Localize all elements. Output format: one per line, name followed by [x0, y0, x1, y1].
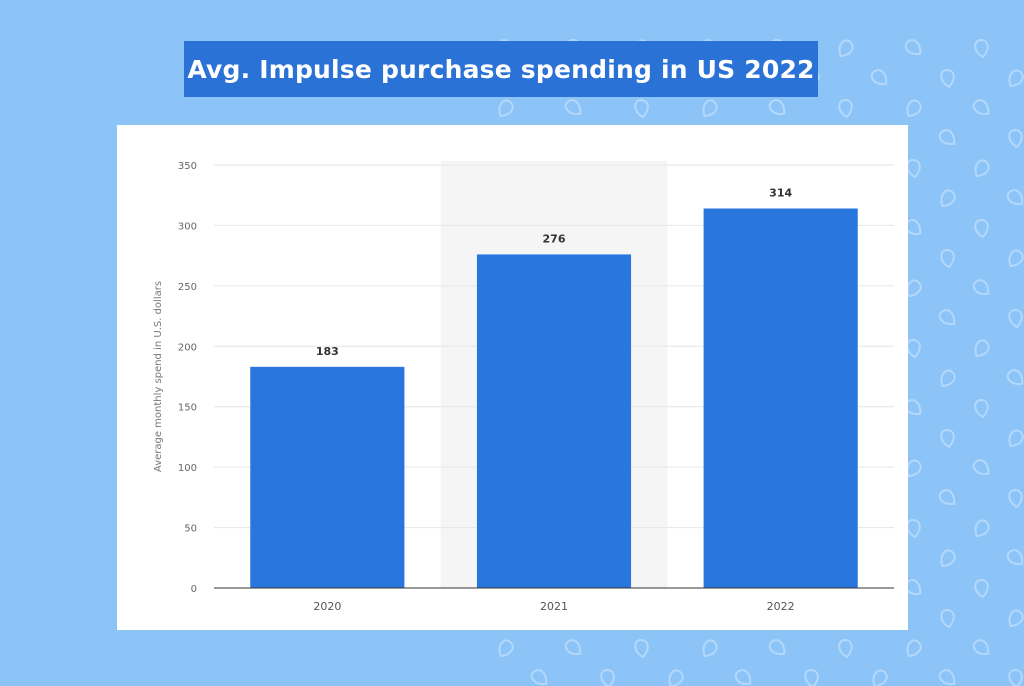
pattern-shape — [564, 639, 582, 656]
pattern-shape — [498, 99, 514, 118]
pattern-shape — [940, 369, 956, 388]
pattern-shape — [972, 99, 990, 116]
pattern-shape — [1008, 488, 1023, 509]
pattern-shape — [768, 639, 786, 656]
y-tick-label: 100 — [178, 463, 197, 474]
pattern-shape — [1006, 549, 1024, 566]
pattern-shape — [940, 428, 955, 449]
y-tick-label: 200 — [178, 342, 197, 353]
pattern-shape — [1008, 429, 1024, 448]
pattern-shape — [938, 489, 956, 506]
page-title: Avg. Impulse purchase spending in US 202… — [184, 41, 818, 97]
pattern-shape — [974, 159, 990, 178]
data-label-2022: 314 — [769, 187, 792, 200]
pattern-shape — [1006, 369, 1024, 386]
pattern-shape — [1006, 189, 1024, 206]
pattern-shape — [634, 98, 649, 119]
pattern-shape — [1008, 128, 1023, 149]
x-tick-label-2022: 2022 — [767, 600, 795, 613]
pattern-shape — [1008, 609, 1024, 628]
data-label-2020: 183 — [316, 345, 339, 358]
pattern-shape — [668, 669, 684, 686]
y-tick-label: 250 — [178, 282, 197, 293]
pattern-shape — [1008, 668, 1023, 686]
y-tick-label: 300 — [178, 221, 197, 232]
pattern-shape — [530, 669, 548, 686]
pattern-shape — [906, 518, 921, 539]
pattern-shape — [974, 339, 990, 358]
pattern-shape — [872, 669, 888, 686]
pattern-shape — [1008, 308, 1023, 329]
pattern-shape — [974, 398, 989, 419]
pattern-shape — [600, 668, 615, 686]
pattern-shape — [906, 99, 922, 118]
pattern-shape — [804, 668, 819, 686]
pattern-shape — [498, 639, 514, 658]
pattern-shape — [906, 338, 921, 359]
bar-2020 — [250, 366, 405, 588]
pattern-shape — [940, 608, 955, 629]
y-tick-label: 0 — [191, 584, 197, 595]
pattern-shape — [906, 279, 922, 298]
pattern-shape — [906, 459, 922, 478]
pattern-shape — [702, 639, 718, 658]
pattern-shape — [938, 309, 956, 326]
x-tick-label-2020: 2020 — [313, 600, 341, 613]
pattern-shape — [734, 669, 752, 686]
pattern-shape — [940, 549, 956, 568]
pattern-shape — [838, 98, 853, 119]
pattern-shape — [838, 638, 853, 659]
chart-card: 0 50 100 150 200 250 300 350 183 2020 276 2021 314 20… — [117, 125, 908, 630]
pattern-shape — [938, 669, 956, 686]
pattern-shape — [974, 519, 990, 538]
pattern-shape — [1008, 69, 1024, 88]
pattern-shape — [974, 38, 989, 59]
data-label-2021: 276 — [543, 232, 566, 245]
pattern-shape — [972, 459, 990, 476]
y-axis-label: Average monthly spend in U.S. dollars — [153, 281, 164, 472]
pattern-shape — [768, 99, 786, 116]
bar-chart: 0 50 100 150 200 250 300 350 183 2020 276 2021 314 20… — [153, 161, 894, 613]
bar-2022 — [703, 208, 858, 588]
pattern-shape — [940, 68, 955, 89]
y-tick-label: 350 — [178, 161, 197, 172]
pattern-shape — [940, 189, 956, 208]
pattern-shape — [870, 69, 888, 86]
pattern-shape — [974, 578, 989, 599]
pattern-shape — [938, 129, 956, 146]
pattern-shape — [1008, 249, 1024, 268]
y-tick-label: 150 — [178, 403, 197, 414]
pattern-shape — [838, 39, 854, 58]
pattern-shape — [564, 99, 582, 116]
pattern-shape — [972, 639, 990, 656]
pattern-shape — [906, 639, 922, 658]
pattern-shape — [634, 638, 649, 659]
pattern-shape — [702, 99, 718, 118]
bar-2021 — [476, 254, 632, 589]
x-tick-label-2021: 2021 — [540, 600, 568, 613]
pattern-shape — [972, 279, 990, 296]
pattern-shape — [940, 248, 955, 269]
pattern-shape — [904, 39, 922, 56]
y-tick-label: 50 — [184, 524, 197, 535]
pattern-shape — [906, 158, 921, 179]
pattern-shape — [974, 218, 989, 239]
